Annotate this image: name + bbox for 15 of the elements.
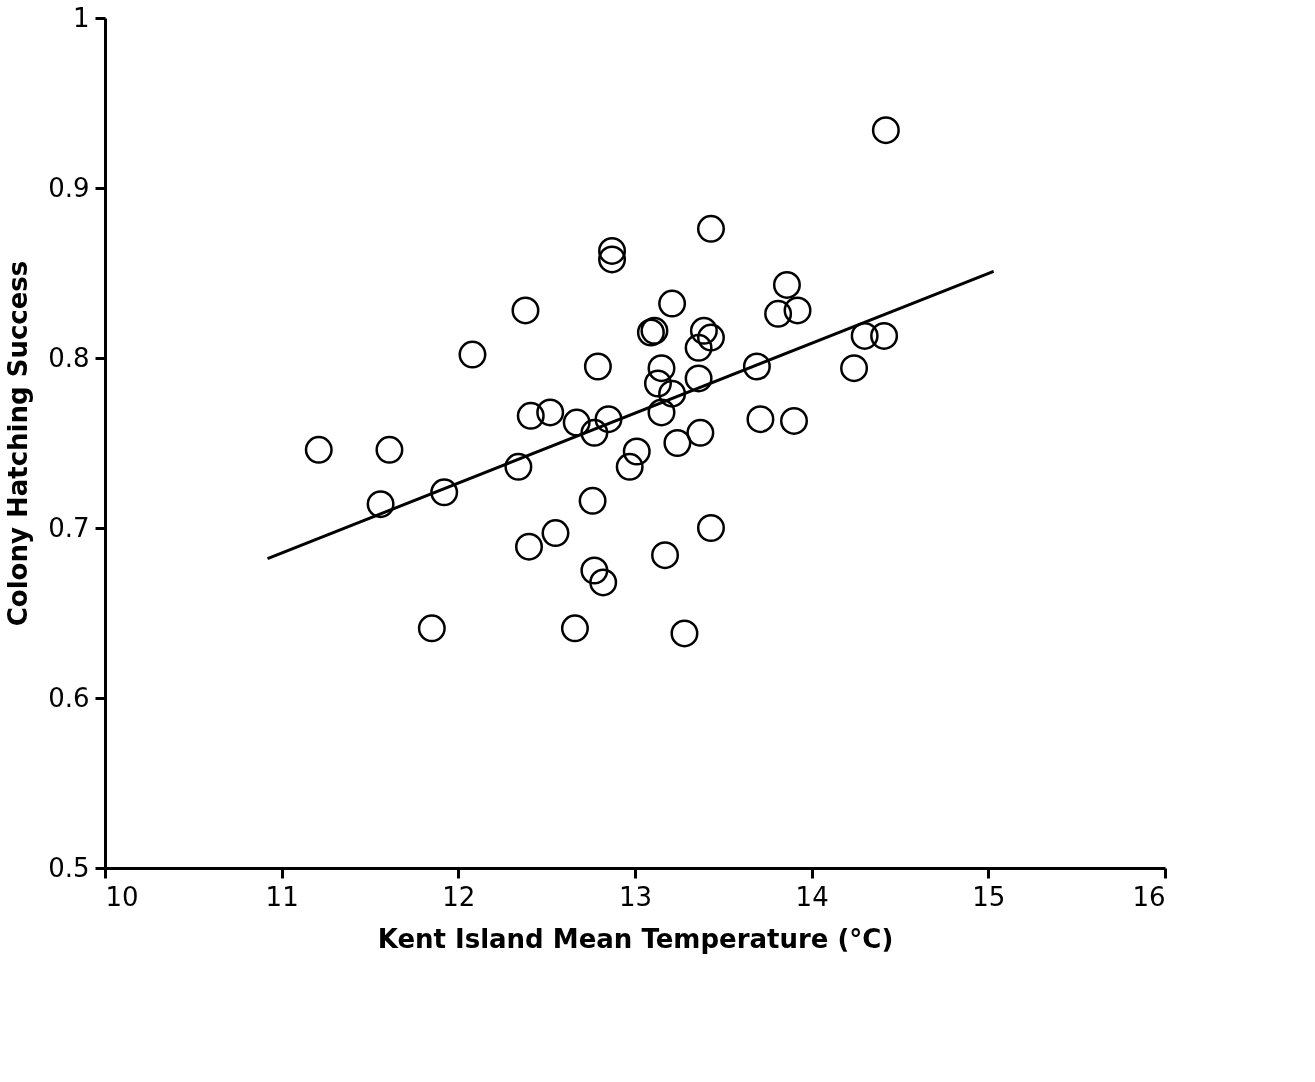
x-tick-label: 15 (972, 881, 1006, 912)
x-tick-label: 12 (442, 881, 476, 912)
y-tick-label: 0.8 (48, 342, 90, 373)
x-tick-label: 10 (105, 881, 139, 912)
y-tick-label: 0.5 (48, 852, 90, 883)
x-tick-label: 14 (795, 881, 829, 912)
y-axis-title: Colony Hatching Success (3, 260, 34, 627)
y-tick-label: 0.6 (48, 682, 90, 713)
x-tick-label: 16 (1132, 881, 1166, 912)
y-tick-label: 0.7 (48, 512, 90, 543)
x-tick-label: 13 (618, 881, 653, 912)
x-axis-title: Kent Island Mean Temperature (°C) (377, 923, 894, 954)
y-tick-label: 1 (72, 2, 90, 33)
x-tick-label: 11 (265, 881, 299, 912)
y-tick-label: 0.9 (48, 172, 90, 203)
